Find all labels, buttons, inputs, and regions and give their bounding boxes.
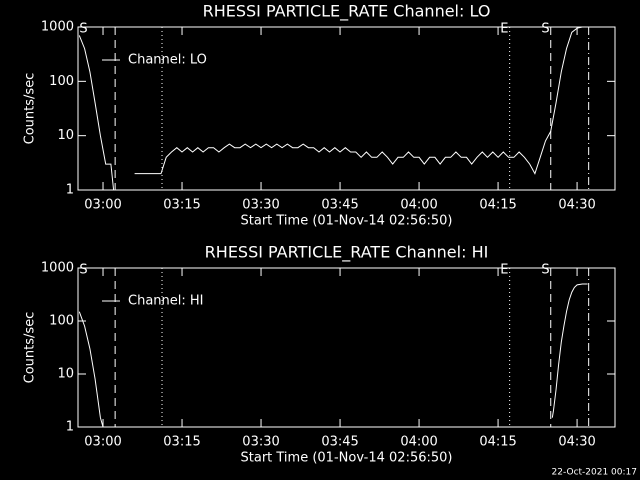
x-tick-label: 04:15	[479, 435, 516, 450]
x-tick-label: 03:45	[321, 198, 358, 213]
y-tick-label: 100	[49, 74, 74, 89]
x-tick-label: 04:30	[558, 435, 595, 450]
x-tick-label: 03:15	[163, 435, 200, 450]
y-tick-label: 1000	[41, 261, 74, 276]
data-line	[78, 311, 104, 428]
chart-title: RHESSI PARTICLE_RATE Channel: LO	[203, 2, 491, 22]
legend-label: Channel: LO	[128, 53, 207, 68]
event-label: S	[541, 263, 549, 278]
x-tick-label: 03:30	[242, 435, 279, 450]
chart-title: RHESSI PARTICLE_RATE Channel: HI	[205, 243, 489, 263]
y-tick-label: 1	[66, 420, 74, 435]
x-tick-label: 04:00	[400, 198, 437, 213]
x-tick-label: 04:15	[479, 198, 516, 213]
x-tick-label: 03:00	[84, 435, 121, 450]
data-line	[134, 26, 588, 175]
y-tick-label: 10	[57, 128, 74, 143]
x-tick-label: 03:45	[321, 435, 358, 450]
legend-label: Channel: HI	[128, 294, 204, 309]
x-tick-label: 03:00	[84, 198, 121, 213]
x-tick-label: 04:00	[400, 435, 437, 450]
data-line	[551, 283, 588, 418]
y-tick-label: 1000	[41, 20, 74, 35]
y-axis-label: Counts/sec	[23, 312, 38, 384]
y-axis-label: Counts/sec	[23, 73, 38, 145]
x-tick-label: 03:15	[163, 198, 200, 213]
x-tick-label: 04:30	[558, 198, 595, 213]
y-tick-label: 10	[57, 367, 74, 382]
event-label: S	[79, 263, 87, 278]
event-label: E	[500, 22, 508, 37]
event-label: E	[500, 263, 508, 278]
x-axis-label: Start Time (01-Nov-14 02:56:50)	[241, 451, 453, 466]
event-label: S	[79, 22, 87, 37]
x-tick-label: 03:30	[242, 198, 279, 213]
y-tick-label: 1	[66, 183, 74, 198]
plot-frame	[77, 267, 616, 428]
timestamp: 22-Oct-2021 00:17	[552, 468, 637, 478]
data-line	[78, 35, 115, 191]
plot-frame	[77, 26, 616, 191]
x-axis-label: Start Time (01-Nov-14 02:56:50)	[241, 214, 453, 229]
y-tick-label: 100	[49, 314, 74, 329]
event-label: S	[541, 22, 549, 37]
